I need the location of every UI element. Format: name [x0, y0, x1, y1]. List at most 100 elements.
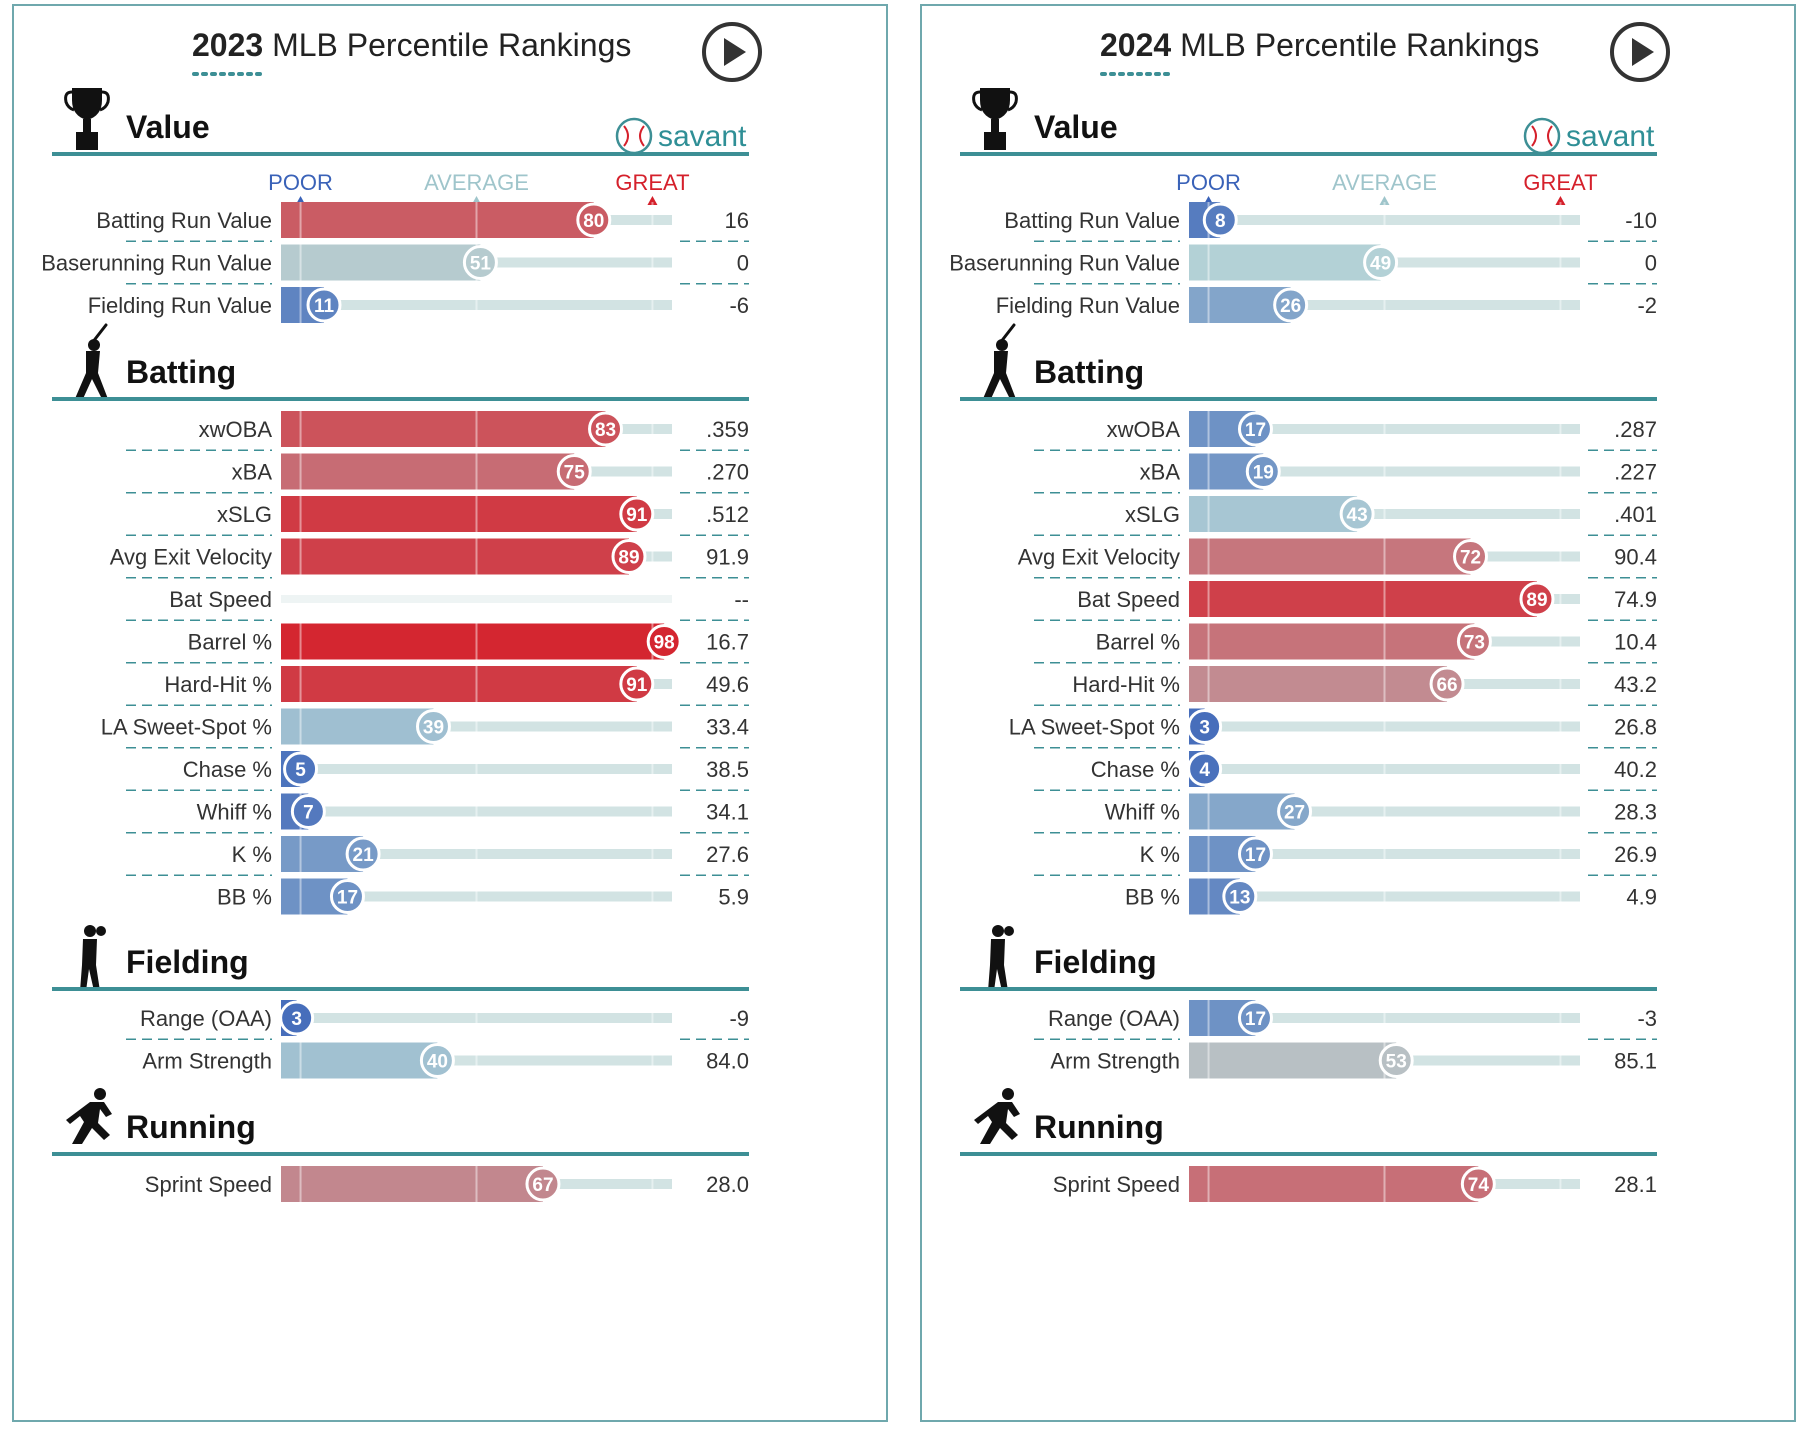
percentile-bubble — [1187, 709, 1223, 744]
percentile-label: 51 — [470, 254, 492, 275]
percentile-label: 74 — [1468, 1175, 1490, 1196]
percentile-label: 13 — [1229, 888, 1250, 909]
percentile-label: 73 — [1464, 633, 1485, 654]
metric-value: 27.6 — [706, 842, 749, 867]
percentile-bubble — [279, 1000, 315, 1036]
percentile-label: 8 — [1215, 211, 1226, 232]
metric-value: 26.8 — [1614, 715, 1657, 740]
section-title-value: Value — [126, 109, 210, 145]
play-button[interactable] — [702, 22, 762, 82]
percentile-bar — [1189, 244, 1381, 281]
runner-icon — [66, 1088, 112, 1144]
percentile-bar — [281, 244, 481, 281]
baseball-stitches — [623, 125, 645, 147]
metric-label: Chase % — [1091, 757, 1180, 782]
metric-row-bat-speed: Bat Speed 74.9 89 — [1034, 577, 1657, 617]
percentile-bubble — [419, 1043, 455, 1078]
panel-title: 2024 MLB Percentile Rankings — [1100, 27, 1539, 63]
metric-label: Whiff % — [197, 800, 272, 825]
percentile-bubble — [1187, 751, 1223, 787]
metric-value: .401 — [1614, 502, 1657, 527]
percentile-bar — [1189, 1166, 1479, 1202]
percentile-bubble — [306, 287, 342, 323]
trophy-cup — [72, 88, 102, 120]
percentile-label: 11 — [314, 296, 335, 317]
section-title-fielding: Fielding — [1034, 944, 1157, 980]
percentile-bubble — [611, 539, 647, 574]
percentile-bar — [281, 1166, 543, 1202]
percentile-bubble — [345, 836, 381, 872]
metric-label: Sprint Speed — [1053, 1172, 1180, 1197]
savant-logo: savant — [615, 117, 747, 155]
percentile-bubble — [1202, 202, 1238, 238]
percentile-track — [574, 466, 672, 477]
metric-label: Arm Strength — [142, 1049, 272, 1074]
percentile-label: 17 — [1245, 845, 1266, 866]
savant-text: savant — [1566, 120, 1655, 153]
metric-value: 43.2 — [1614, 672, 1657, 697]
scale-label-average: AVERAGE — [1332, 170, 1437, 195]
percentile-track — [1396, 1055, 1580, 1066]
metric-value: 5.9 — [718, 885, 749, 910]
percentile-bar — [1189, 538, 1471, 575]
percentile-label: 39 — [423, 718, 444, 739]
percentile-label: 83 — [595, 420, 616, 441]
metric-value: 0 — [737, 251, 749, 276]
percentile-track — [437, 1055, 672, 1066]
play-icon[interactable] — [724, 38, 746, 66]
percentile-track — [1380, 257, 1580, 268]
metric-value: -- — [734, 587, 749, 612]
runner-icon — [974, 1088, 1020, 1144]
metric-row-xba: xBA .270 75 — [126, 449, 749, 490]
percentile-bubble — [1237, 836, 1273, 872]
metric-label: K % — [1140, 842, 1180, 867]
percentile-label: 40 — [427, 1052, 448, 1073]
percentile-panel-2024: 2024 MLB Percentile Rankings savant POOR AV… — [920, 4, 1796, 1422]
metric-label: Baserunning Run Value — [41, 251, 272, 276]
percentile-bubble — [1277, 794, 1313, 829]
fielder-glove — [96, 926, 106, 936]
percentile-bubble — [576, 202, 612, 238]
percentile-bar — [281, 666, 637, 702]
metric-value: 40.2 — [1614, 757, 1657, 782]
metric-value: -2 — [1637, 293, 1657, 318]
metric-value: 16 — [725, 208, 749, 233]
metric-value: 49.6 — [706, 672, 749, 697]
metric-label: Fielding Run Value — [88, 293, 272, 318]
metric-label: Bat Speed — [1077, 587, 1180, 612]
percentile-bar — [281, 411, 606, 447]
play-icon[interactable] — [1632, 38, 1654, 66]
metric-row-bb: BB % 4.9 13 — [1034, 874, 1657, 915]
metric-row-k: K % 26.9 17 — [1034, 832, 1657, 872]
percentile-panel-2023: 2023 MLB Percentile Rankings savant POOR AV… — [12, 4, 888, 1422]
percentile-label: 17 — [1245, 420, 1266, 441]
trophy-stem — [83, 119, 91, 133]
baseball-icon — [615, 117, 653, 155]
section-title-batting: Batting — [1034, 354, 1144, 390]
batter-body — [982, 351, 1016, 401]
metric-value: -6 — [729, 293, 749, 318]
percentile-bubble — [283, 751, 319, 787]
percentile-track-empty — [281, 595, 672, 603]
metric-value: .270 — [706, 460, 749, 485]
scale-label-great: GREAT — [1523, 170, 1597, 195]
play-button[interactable] — [1610, 22, 1670, 82]
percentile-label: 89 — [618, 548, 639, 569]
metric-label: xSLG — [1125, 502, 1180, 527]
metric-label: Sprint Speed — [145, 1172, 272, 1197]
percentile-label: 7 — [303, 803, 314, 824]
metric-row-hard-hit: Hard-Hit % 43.2 66 — [1034, 662, 1657, 702]
metric-label: Hard-Hit % — [164, 672, 272, 697]
metric-value: -10 — [1625, 208, 1657, 233]
fielder-body — [988, 939, 1008, 991]
percentile-track — [1357, 509, 1580, 519]
percentile-chart-2024: 2024 MLB Percentile Rankings savant POOR AV… — [949, 22, 1670, 1202]
percentile-track — [347, 891, 672, 902]
percentile-label: 3 — [1199, 718, 1210, 739]
percentile-bar — [1189, 793, 1295, 830]
percentile-track — [433, 721, 672, 732]
percentile-bar — [1189, 666, 1448, 702]
metric-value: 28.1 — [1614, 1172, 1657, 1197]
percentile-bubble — [415, 709, 451, 744]
percentile-label: 17 — [1245, 1009, 1266, 1030]
